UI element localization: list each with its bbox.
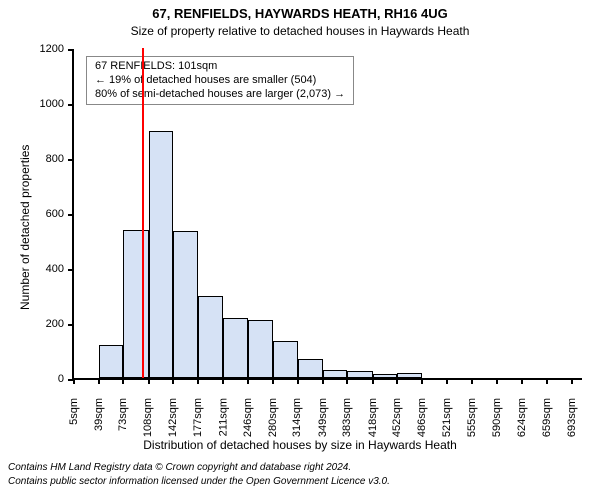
histogram-bar [123,230,148,379]
x-tick-mark [122,378,124,384]
chart-title-line2: Size of property relative to detached ho… [0,24,600,38]
x-tick-label: 693sqm [566,398,578,437]
histogram-bar [373,374,398,378]
histogram-bar [223,318,248,379]
x-tick-mark [372,378,374,384]
x-tick-label: 624sqm [516,398,528,437]
x-tick-label: 5sqm [68,398,80,425]
histogram-bar [149,131,174,379]
x-tick-label: 486sqm [416,398,428,437]
y-tick-mark [68,324,74,326]
x-tick-label: 418sqm [367,398,379,437]
y-tick-mark [68,269,74,271]
x-tick-mark [571,378,573,384]
footer-line2: Contains public sector information licen… [8,476,390,487]
y-tick-mark [68,104,74,106]
x-tick-label: 659sqm [541,398,553,437]
x-tick-label: 39sqm [93,398,105,431]
histogram-bar [173,231,198,378]
x-tick-label: 108sqm [143,398,155,437]
y-axis-label: Number of detached properties [18,145,32,310]
x-tick-label: 521sqm [441,398,453,437]
x-tick-label: 452sqm [391,398,403,437]
x-tick-mark [272,378,274,384]
histogram-bar [298,359,323,378]
x-tick-label: 555sqm [466,398,478,437]
x-tick-mark [496,378,498,384]
annotation-line1: 67 RENFIELDS: 101sqm [95,60,345,74]
y-tick-mark [68,214,74,216]
property-marker-line [142,48,144,378]
annotation-box: 67 RENFIELDS: 101sqm ← 19% of detached h… [86,56,354,105]
x-tick-mark [346,378,348,384]
x-tick-label: 314sqm [292,398,304,437]
x-tick-mark [148,378,150,384]
x-tick-label: 349sqm [317,398,329,437]
x-tick-mark [98,378,100,384]
x-tick-mark [322,378,324,384]
x-tick-mark [471,378,473,384]
histogram-bar [323,370,348,378]
x-tick-mark [446,378,448,384]
histogram-bar [273,341,298,378]
histogram-bar [198,296,223,379]
x-tick-mark [396,378,398,384]
y-tick-label: 200 [46,318,64,330]
x-tick-label: 177sqm [192,398,204,437]
chart-title-line1: 67, RENFIELDS, HAYWARDS HEATH, RH16 4UG [0,6,600,21]
annotation-line2: ← 19% of detached houses are smaller (50… [95,74,345,88]
x-tick-label: 590sqm [491,398,503,437]
x-tick-mark [73,378,75,384]
y-tick-label: 400 [46,263,64,275]
histogram-bar [347,371,372,378]
y-tick-label: 1200 [40,43,64,55]
x-tick-mark [421,378,423,384]
plot-area: 67 RENFIELDS: 101sqm ← 19% of detached h… [72,50,582,380]
annotation-line3: 80% of semi-detached houses are larger (… [95,88,345,102]
y-tick-label: 1000 [40,98,64,110]
x-tick-mark [521,378,523,384]
histogram-bar [99,345,124,378]
y-tick-label: 800 [46,153,64,165]
x-tick-label: 211sqm [217,398,229,436]
y-tick-label: 600 [46,208,64,220]
chart-container: 67, RENFIELDS, HAYWARDS HEATH, RH16 4UG … [0,0,600,500]
x-tick-label: 73sqm [117,398,129,431]
x-tick-mark [546,378,548,384]
x-tick-label: 383sqm [341,398,353,437]
y-tick-mark [68,159,74,161]
x-tick-mark [222,378,224,384]
footer-line1: Contains HM Land Registry data © Crown c… [8,462,351,473]
x-tick-label: 280sqm [267,398,279,437]
x-tick-mark [197,378,199,384]
y-tick-label: 0 [58,373,64,385]
x-tick-label: 246sqm [242,398,254,437]
x-axis-label: Distribution of detached houses by size … [0,438,600,452]
x-tick-label: 142sqm [167,398,179,437]
x-tick-mark [247,378,249,384]
y-tick-mark [68,49,74,51]
x-tick-mark [297,378,299,384]
histogram-bar [397,373,422,379]
x-tick-mark [172,378,174,384]
histogram-bar [248,320,273,378]
